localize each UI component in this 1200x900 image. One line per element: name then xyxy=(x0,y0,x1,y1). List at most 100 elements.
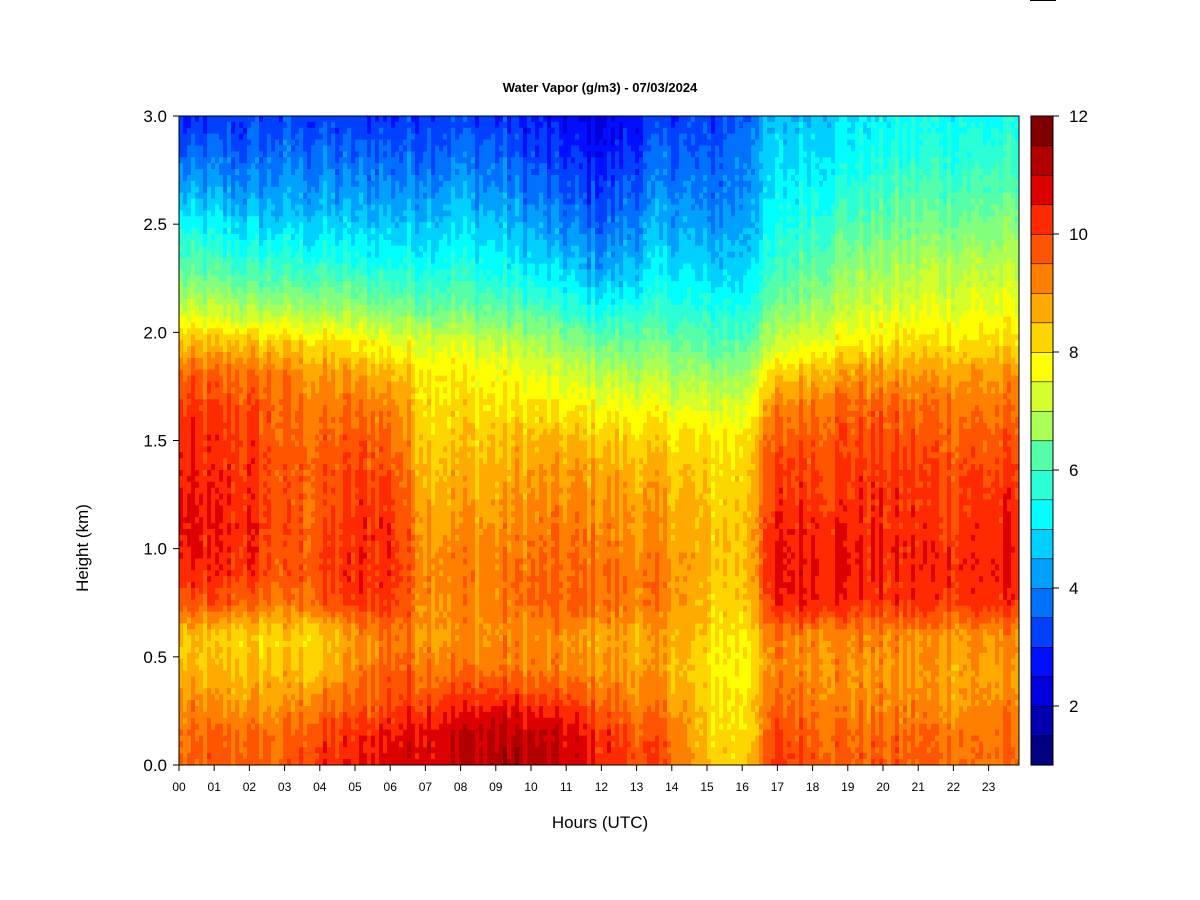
heatmap-cell xyxy=(787,187,792,194)
heatmap-cell xyxy=(903,246,908,253)
heatmap-cell xyxy=(567,116,572,123)
heatmap-cell xyxy=(663,234,668,241)
heatmap-cell xyxy=(519,140,524,147)
heatmap-cell xyxy=(183,151,188,158)
heatmap-cell xyxy=(715,146,720,153)
heatmap-cell xyxy=(623,205,628,212)
heatmap-cell xyxy=(879,193,884,200)
heatmap-cell xyxy=(711,222,716,229)
heatmap-cell xyxy=(779,151,784,158)
heatmap-cell xyxy=(855,234,860,241)
heatmap-cell xyxy=(651,134,656,141)
heatmap-cell xyxy=(871,140,876,147)
heatmap-cell xyxy=(507,187,512,194)
heatmap-cell xyxy=(203,199,208,206)
heatmap-cell xyxy=(755,116,760,123)
heatmap-cell xyxy=(335,128,340,135)
heatmap-cell xyxy=(811,240,816,247)
heatmap-cell xyxy=(963,199,968,206)
heatmap-cell xyxy=(923,157,928,164)
heatmap-cell xyxy=(403,234,408,241)
heatmap-cell xyxy=(271,222,276,229)
heatmap-cell xyxy=(839,128,844,135)
heatmap-cell xyxy=(755,151,760,158)
heatmap-cell xyxy=(611,169,616,176)
heatmap-cell xyxy=(539,193,544,200)
heatmap-cell xyxy=(551,205,556,212)
heatmap-cell xyxy=(343,246,348,253)
heatmap-cell xyxy=(619,116,624,123)
heatmap-cell xyxy=(899,210,904,217)
heatmap-cell xyxy=(987,234,992,241)
heatmap-cell xyxy=(659,210,664,217)
heatmap-cell xyxy=(995,116,1000,123)
heatmap-cell xyxy=(991,193,996,200)
heatmap-cell xyxy=(499,146,504,153)
heatmap-cell xyxy=(467,175,472,182)
heatmap-cell xyxy=(351,169,356,176)
heatmap-cell xyxy=(591,252,596,259)
heatmap-cell xyxy=(323,252,328,259)
heatmap-cell xyxy=(663,246,668,253)
heatmap-cell xyxy=(627,140,632,147)
heatmap-cell xyxy=(991,210,996,217)
heatmap-cell xyxy=(315,151,320,158)
heatmap-cell xyxy=(567,240,572,247)
heatmap-cell xyxy=(651,216,656,223)
heatmap-cell xyxy=(727,193,732,200)
heatmap-cell xyxy=(751,205,756,212)
heatmap-cell xyxy=(687,228,692,235)
heatmap-cell xyxy=(335,163,340,170)
heatmap-cell xyxy=(423,169,428,176)
heatmap-cell xyxy=(423,246,428,253)
heatmap-cell xyxy=(511,199,516,206)
heatmap-cell xyxy=(971,146,976,153)
heatmap-cell xyxy=(951,193,956,200)
heatmap-cell xyxy=(763,210,768,217)
heatmap-cell xyxy=(439,193,444,200)
heatmap-cell xyxy=(487,234,492,241)
heatmap-cell xyxy=(311,151,316,158)
heatmap-cell xyxy=(571,205,576,212)
heatmap-cell xyxy=(487,128,492,135)
heatmap-cell xyxy=(463,222,468,229)
heatmap-cell xyxy=(199,216,204,223)
heatmap-cell xyxy=(355,246,360,253)
heatmap-cell xyxy=(911,151,916,158)
heatmap-cell xyxy=(663,222,668,229)
heatmap-cell xyxy=(775,234,780,241)
heatmap-cell xyxy=(247,140,252,147)
heatmap-cell xyxy=(679,205,684,212)
heatmap-cell xyxy=(955,116,960,123)
heatmap-cell xyxy=(415,246,420,253)
heatmap-cell xyxy=(359,163,364,170)
heatmap-cell xyxy=(647,187,652,194)
heatmap-cell xyxy=(283,140,288,147)
heatmap-cell xyxy=(795,252,800,259)
heatmap-cell xyxy=(587,157,592,164)
heatmap-cell xyxy=(307,193,312,200)
heatmap-cell xyxy=(679,234,684,241)
heatmap-cell xyxy=(871,199,876,206)
heatmap-cell xyxy=(747,210,752,217)
heatmap-cell xyxy=(199,146,204,153)
heatmap-cell xyxy=(403,128,408,135)
heatmap-cell xyxy=(811,234,816,241)
heatmap-cell xyxy=(455,193,460,200)
heatmap-cell xyxy=(719,175,724,182)
heatmap-cell xyxy=(415,122,420,128)
heatmap-cell xyxy=(875,151,880,158)
heatmap-cell xyxy=(683,234,688,241)
heatmap-cell xyxy=(835,187,840,194)
heatmap-cell xyxy=(695,134,700,141)
heatmap-cell xyxy=(735,146,740,153)
heatmap-cell xyxy=(215,199,220,206)
heatmap-cell xyxy=(319,240,324,247)
heatmap-cell xyxy=(979,157,984,164)
heatmap-cell xyxy=(859,116,864,123)
heatmap-cell xyxy=(459,122,464,128)
heatmap-cell xyxy=(363,163,368,170)
heatmap-cell xyxy=(531,151,536,158)
heatmap-cell xyxy=(215,146,220,153)
heatmap-cell xyxy=(799,234,804,241)
